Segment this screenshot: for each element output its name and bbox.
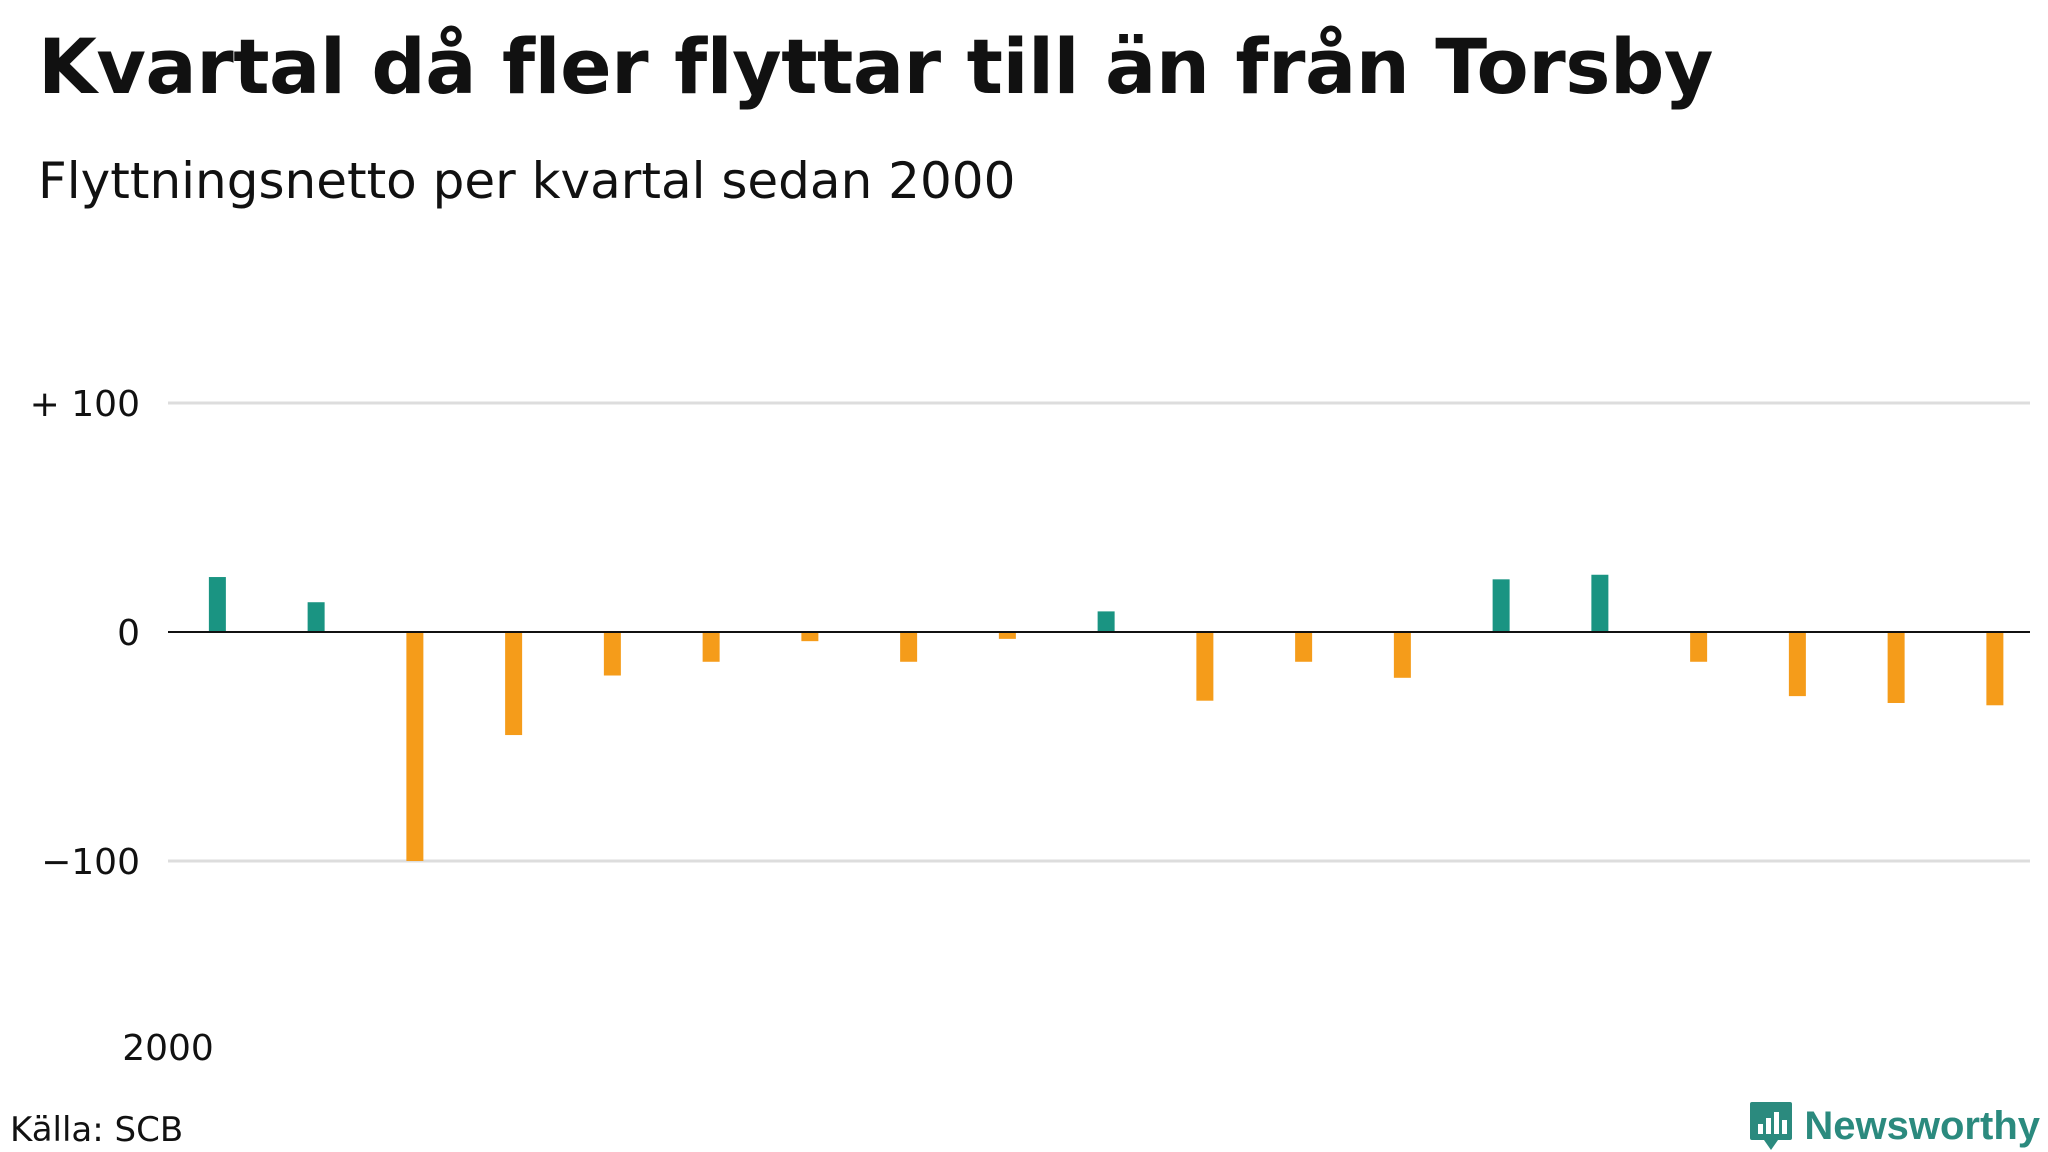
bar [1295, 632, 1313, 662]
bar [603, 632, 621, 676]
bar [801, 632, 819, 642]
bar [208, 577, 226, 632]
bar [406, 632, 424, 861]
bar [1887, 632, 1905, 703]
grid-layer [168, 401, 2030, 863]
y-tick-label: −100 [41, 842, 140, 883]
bar [1690, 632, 1708, 662]
bar [307, 602, 325, 632]
bar [702, 632, 720, 662]
bars-layer [208, 574, 2004, 861]
bar [1196, 632, 1214, 701]
source-label: Källa: SCB [10, 1110, 184, 1150]
y-tick-label: + 100 [30, 384, 140, 425]
x-tick-label: 2000 [122, 1028, 214, 1069]
bar [1492, 579, 1510, 632]
bar [1986, 632, 2004, 706]
chart-title: Kvartal då fler flyttar till än från Tor… [38, 22, 1713, 111]
newsworthy-logo-icon [1750, 1102, 1793, 1150]
bar [1788, 632, 1806, 697]
y-tick-label: 0 [117, 613, 140, 654]
bar [1591, 574, 1609, 632]
chart-subtitle: Flyttningsnetto per kvartal sedan 2000 [38, 152, 1016, 210]
bar [900, 632, 918, 662]
bar [1097, 611, 1115, 632]
bar [1393, 632, 1411, 678]
bar [998, 632, 1016, 639]
brand-logo: Newsworthy [1748, 1100, 2040, 1152]
bar [505, 632, 523, 736]
brand-name: Newsworthy [1804, 1103, 2040, 1148]
